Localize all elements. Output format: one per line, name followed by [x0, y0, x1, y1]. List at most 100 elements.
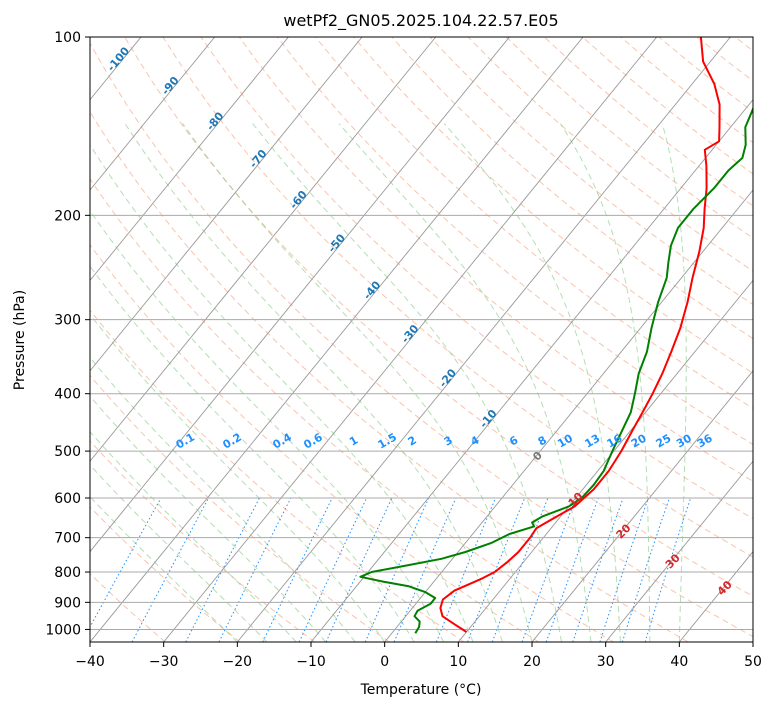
mixing-ratio-line: [545, 497, 599, 642]
mixing-ratio-label: 0.2: [221, 431, 244, 452]
y-tick-label: 100: [54, 30, 81, 46]
dry-adiabat-label: -70: [247, 147, 270, 171]
moist-adiabat-line: [90, 395, 327, 642]
dry-adiabat-line: [90, 506, 241, 642]
dry-adiabat-line: [467, 37, 753, 272]
plot-frame: [89, 36, 754, 643]
dry-adiabat-label: -50: [325, 231, 348, 255]
dry-adiabat-line: [90, 42, 753, 638]
y-tick-label: 500: [54, 444, 81, 460]
dry-adiabat-line: [505, 37, 753, 239]
isotherm-line: [236, 37, 731, 642]
mixing-ratio-line: [572, 497, 624, 642]
chart-title: wetPf2_GN05.2025.104.22.57.E05: [283, 11, 558, 31]
moist-adiabat-line: [124, 123, 503, 642]
mixing-ratio-line: [262, 497, 333, 642]
isotherm-line: [90, 37, 363, 372]
isotherm-line: [457, 279, 753, 642]
y-tick-label: 600: [54, 491, 81, 507]
dry-adiabat-label: -60: [287, 188, 310, 212]
dry-adiabat-line: [90, 178, 614, 642]
mixing-ratio-label: 1: [347, 434, 360, 449]
dry-adiabat-line: [90, 572, 166, 642]
y-tick-label: 1000: [45, 622, 81, 638]
dry-adiabat-label: -90: [159, 74, 182, 98]
mixing-ratio-label: 16: [605, 431, 625, 450]
dry-adiabat-label: -40: [361, 278, 384, 302]
mixing-ratio-line: [521, 497, 577, 642]
y-axis-label: Pressure (hPa): [12, 290, 28, 390]
temperature-profile-line: Temperature: [439, 37, 721, 633]
series-layer: TemperatureDewpoint: [359, 37, 753, 634]
isotherm-line: [678, 550, 753, 642]
mixing-ratio-line: [491, 497, 549, 642]
mixing-ratio-label: 8: [536, 434, 549, 449]
mixing-ratio-line: [599, 497, 649, 642]
mixing-ratio-line: [131, 497, 210, 642]
dry-adiabat-line: [620, 37, 753, 144]
x-tick-label: −30: [149, 654, 179, 670]
dry-adiabat-line: [238, 37, 753, 482]
isotherm-line: [90, 37, 584, 642]
mixing-ratio-line: [644, 497, 692, 642]
isotherm-line: [90, 37, 216, 191]
mixing-ratio-label: 13: [583, 432, 603, 451]
moist-adiabat-line: [90, 209, 445, 642]
x-tick-label: 50: [744, 654, 762, 670]
mixing-ratio-line: [467, 497, 526, 642]
moist-adiabat-line: [559, 123, 651, 642]
mixing-ratio-line: [218, 497, 292, 642]
x-tick-label: 10: [449, 654, 467, 670]
x-tick-label: −20: [223, 654, 253, 670]
x-tick-label: 0: [380, 654, 389, 670]
mixing-ratio-label: 2: [406, 434, 419, 449]
dry-adiabat-line: [162, 37, 753, 558]
moist-adiabat-line: [90, 143, 474, 642]
isotherm-line: [90, 37, 437, 462]
dry-adiabat-label: -100: [105, 44, 133, 74]
moist-adiabat-line: [90, 496, 238, 642]
dry-adiabat-line: [734, 37, 753, 52]
dry-adiabat-line: [200, 37, 753, 520]
mixing-ratio-line: [364, 497, 430, 642]
moist-adiabat-line: [252, 123, 562, 642]
axis-ticks: −40 −30 −20 −10 0 10 20 30 40 5010020030040050060…: [45, 30, 762, 670]
dry-adiabat-line: [90, 110, 689, 642]
x-tick-label: 40: [670, 654, 688, 670]
isotherm-line: [384, 189, 753, 642]
x-tick-label: −10: [296, 654, 326, 670]
mixing-ratio-label: 0.1: [174, 431, 197, 452]
mixing-ratio-line: [621, 497, 670, 642]
moist-adiabat-line: [661, 123, 687, 642]
x-tick-label: 30: [597, 654, 615, 670]
x-tick-label: −40: [75, 654, 105, 670]
y-tick-label: 400: [54, 387, 81, 403]
isotherm-line: [531, 370, 753, 642]
mixing-ratio-line: [298, 497, 368, 642]
y-tick-label: 700: [54, 531, 81, 547]
mixing-ratio-label: 25: [654, 432, 674, 451]
dry-adiabat-label: -80: [204, 109, 227, 133]
isotherm-line: [90, 37, 289, 282]
dry-adiabat-line: [124, 37, 753, 598]
mixing-ratio-label: 20: [629, 431, 649, 450]
moist-adiabat-line: [338, 123, 592, 642]
dry-adiabat-line: [90, 374, 390, 642]
dry-adiabat-line: [429, 37, 753, 306]
y-tick-label: 800: [54, 565, 81, 581]
isotherm-line: [310, 98, 753, 642]
isotherm-line: [752, 641, 753, 642]
dewpoint-profile-line: Dewpoint: [359, 107, 753, 634]
isotherm-line: [163, 37, 658, 642]
dry-adiabat-line: [276, 37, 753, 446]
moist-adiabat-line: [182, 123, 533, 642]
grid-layer: [90, 37, 753, 642]
y-tick-label: 300: [54, 313, 81, 329]
mixing-ratio-line: [393, 497, 457, 642]
x-tick-label: 20: [523, 654, 541, 670]
dry-adiabat-line: [90, 440, 316, 642]
moist-adiabat-line: [90, 431, 297, 642]
mixing-ratio-line: [325, 497, 393, 642]
mixing-ratio-line: [185, 497, 260, 642]
